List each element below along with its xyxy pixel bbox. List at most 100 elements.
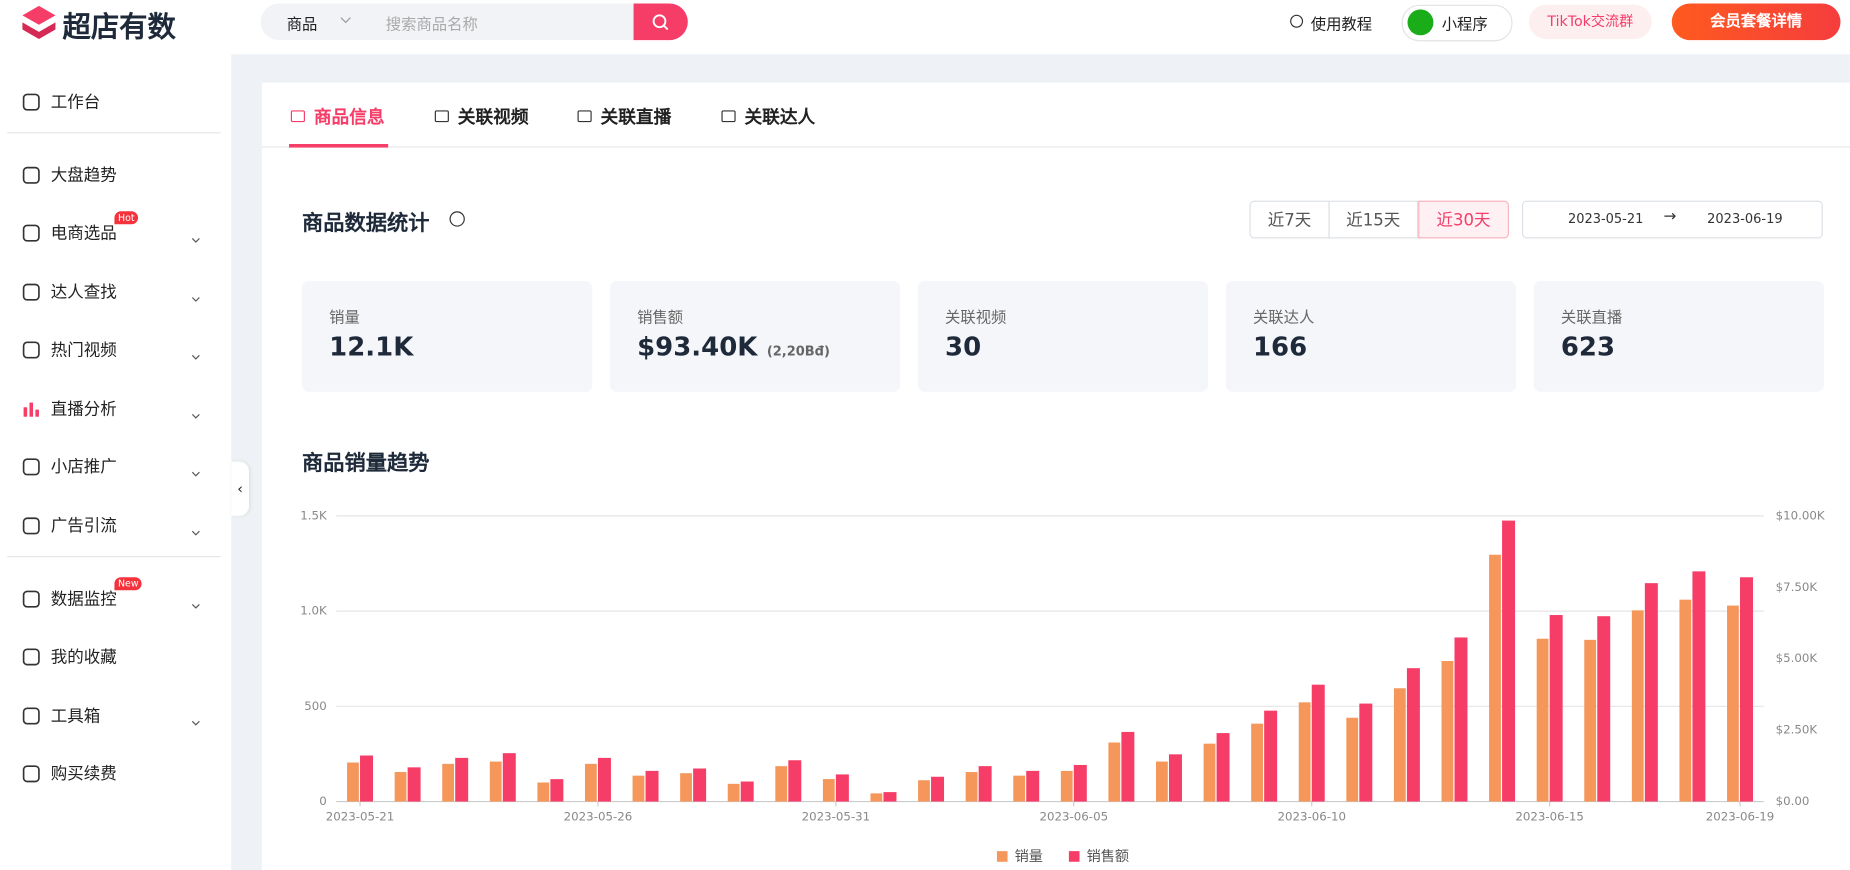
- stat-card: 销量 12.1K: [302, 280, 593, 392]
- help-icon: [1290, 14, 1304, 28]
- chevron: [191, 345, 200, 360]
- tutorial-link[interactable]: 使用教程: [1310, 16, 1373, 35]
- date-picker[interactable]: [1521, 200, 1823, 239]
- menu-item[interactable]: 大盘趋势: [21, 161, 117, 189]
- bar: [455, 757, 469, 802]
- menu-label[interactable]: 小店推广: [50, 458, 117, 477]
- tab-indicator: [289, 144, 389, 148]
- menu-item[interactable]: 达人查找: [21, 277, 117, 305]
- dropdown-arrow: [340, 17, 351, 24]
- stat-label: 关联直播: [1560, 309, 1623, 327]
- bar: [584, 763, 597, 802]
- y2-tick-label: $2.50K: [1776, 723, 1818, 737]
- bar: [1454, 637, 1468, 802]
- menu-icon: [22, 166, 40, 184]
- bar: [360, 755, 374, 802]
- menu-label[interactable]: 直播分析: [50, 400, 117, 420]
- stat-number: 623: [1560, 332, 1616, 363]
- tiktok-group[interactable]: TikTok交流群: [1529, 4, 1652, 39]
- y2-tick-label: $0.00: [1776, 794, 1810, 808]
- menu-icon: [22, 706, 40, 724]
- bar: [632, 775, 645, 802]
- tab-label[interactable]: 关联直播: [600, 106, 672, 128]
- bar: [788, 760, 802, 802]
- stat-card: 销售额 $93.40K (2,20Bđ): [609, 280, 901, 392]
- range-button[interactable]: 近15天: [1328, 200, 1419, 239]
- menu-label[interactable]: 达人查找: [50, 283, 117, 303]
- membership-button[interactable]: 会员套餐详情: [1671, 3, 1841, 41]
- bar: [1298, 702, 1311, 802]
- bar: [978, 766, 992, 802]
- bar: [1727, 605, 1739, 802]
- menu-item[interactable]: 我的收藏: [21, 642, 117, 670]
- tab-icon: [721, 110, 736, 123]
- menu-icon: [22, 516, 40, 534]
- menu-label[interactable]: 工作台: [50, 93, 101, 113]
- mini-program[interactable]: 小程序: [1441, 16, 1488, 35]
- y-tick-label: 1.5K: [300, 508, 327, 522]
- x-tick-label: 2023-06-05: [1040, 809, 1109, 823]
- help-icon: [449, 211, 465, 227]
- menu-icon: [23, 401, 39, 417]
- tab[interactable]: 关联达人: [720, 104, 816, 129]
- menu-item[interactable]: 工作台: [21, 87, 100, 115]
- menu-item[interactable]: 广告引流: [21, 511, 117, 539]
- menu-label[interactable]: 广告引流: [50, 517, 117, 536]
- menu-badge: New: [114, 577, 143, 591]
- menu-item[interactable]: 数据监控: [21, 584, 117, 612]
- tab-label[interactable]: 关联达人: [744, 106, 816, 128]
- mini-program-button[interactable]: [1401, 4, 1513, 42]
- bar: [1597, 616, 1611, 802]
- stat-number: 12.1K: [329, 332, 414, 363]
- menu-item[interactable]: 购买续费: [21, 759, 117, 787]
- menu-item[interactable]: 工具箱: [21, 701, 100, 729]
- y2-tick-label: $5.00K: [1776, 651, 1818, 665]
- range-button[interactable]: 近30天: [1418, 200, 1509, 239]
- menu-item[interactable]: 电商选品: [21, 218, 117, 246]
- menu-item[interactable]: 直播分析: [21, 394, 117, 422]
- bar: [1441, 661, 1454, 802]
- menu-icon: [22, 590, 40, 608]
- stat-value: 12.1K: [329, 333, 413, 363]
- bar: [1346, 717, 1359, 802]
- search-placeholder[interactable]: 搜索商品名称: [385, 16, 478, 35]
- bar: [489, 761, 502, 802]
- legend-label: 销售额: [1087, 848, 1129, 865]
- divider: [7, 132, 221, 134]
- tab[interactable]: 商品信息: [289, 104, 385, 129]
- bar: [883, 792, 897, 802]
- menu-label[interactable]: 我的收藏: [50, 648, 117, 667]
- range-button[interactable]: 近7天: [1249, 200, 1330, 239]
- x-tick-label: 2023-05-26: [564, 809, 633, 823]
- tab-icon: [290, 110, 305, 123]
- menu-label[interactable]: 购买续费: [50, 764, 117, 784]
- y-tick-label: 500: [304, 699, 327, 713]
- search-button[interactable]: [633, 3, 688, 41]
- bar: [822, 779, 835, 802]
- menu-label[interactable]: 电商选品: [50, 224, 117, 244]
- menu-item[interactable]: 小店推广: [21, 452, 117, 480]
- menu-label[interactable]: 大盘趋势: [50, 166, 117, 186]
- bar: [1549, 615, 1563, 802]
- bar: [1536, 638, 1549, 802]
- collapse-toggle[interactable]: ‹: [231, 461, 249, 516]
- tab-label[interactable]: 商品信息: [313, 106, 385, 128]
- tab[interactable]: 关联视频: [433, 104, 529, 129]
- chevron: [191, 404, 200, 419]
- stat-number: $93.40K: [637, 332, 758, 363]
- menu-label[interactable]: 热门视频: [50, 341, 117, 361]
- bar: [740, 781, 754, 802]
- bar: [394, 772, 407, 802]
- search-type[interactable]: 商品: [286, 16, 318, 35]
- menu-item[interactable]: 热门视频: [21, 335, 117, 363]
- y2-tick-label: $10.00K: [1776, 508, 1825, 522]
- x-tick-label: 2023-06-19: [1706, 809, 1775, 823]
- bar: [1311, 684, 1325, 802]
- menu-label[interactable]: 数据监控: [50, 590, 117, 610]
- menu-label[interactable]: 工具箱: [50, 707, 101, 727]
- tab[interactable]: 关联直播: [576, 104, 672, 129]
- date-end[interactable]: 2023-06-19: [1707, 211, 1783, 227]
- search-box[interactable]: [260, 3, 634, 41]
- date-start[interactable]: 2023-05-21: [1567, 211, 1644, 227]
- tab-label[interactable]: 关联视频: [457, 106, 529, 128]
